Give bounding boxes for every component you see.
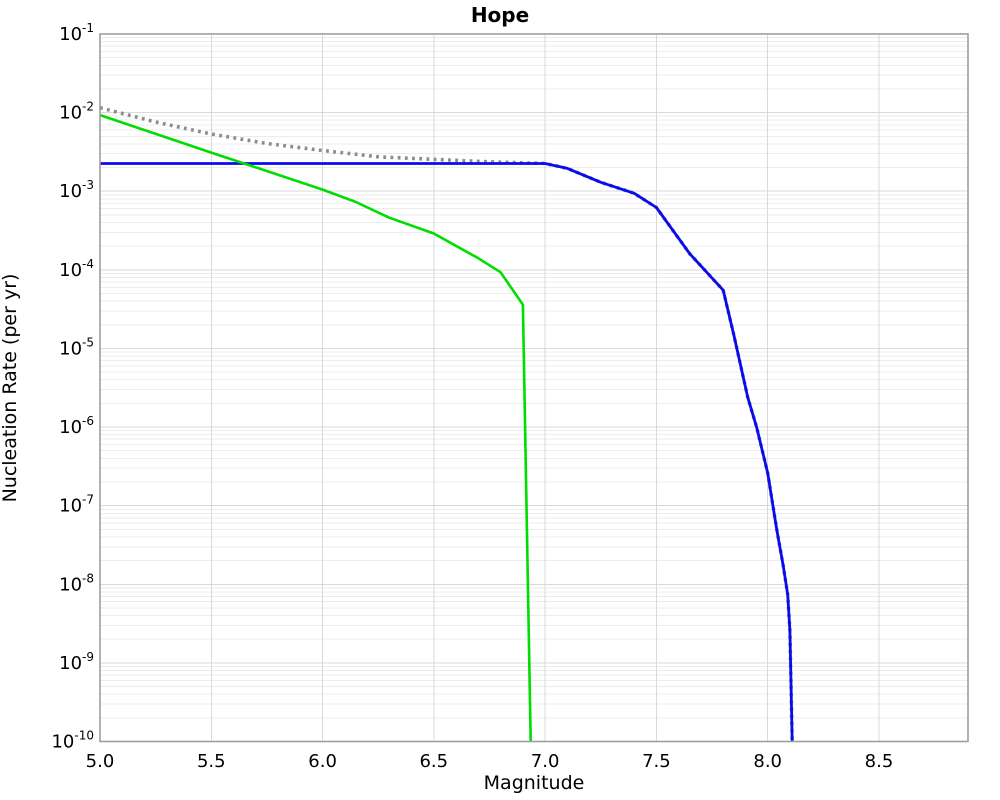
x-tick-label: 5.5 [197,751,226,772]
x-axis-label: Magnitude [484,772,585,794]
y-tick-label: 10-1 [59,21,94,45]
series-total-rate-gray-dotted [99,105,794,742]
series-blue-solid [100,162,794,742]
x-tick-label: 6.0 [308,751,337,772]
plot-frame [99,33,969,743]
y-axis-tick-labels: 10-1 10-2 10-3 10-4 10-5 10-6 10-7 10-8 10-9 10-1… [51,21,94,753]
y-tick-label: 10-6 [59,414,94,438]
x-tick-label: 7.0 [531,751,560,772]
grid-major-x [210,34,880,742]
x-tick-label: 6.5 [419,751,448,772]
x-tick-label: 8.5 [865,751,894,772]
y-tick-label: 10-9 [59,650,94,674]
x-tick-label: 8.0 [753,751,782,772]
x-tick-label: 5.0 [86,751,115,772]
y-tick-label: 10-4 [59,257,94,281]
y-tick-label: 10-8 [59,571,94,595]
grid-minor-y [100,37,968,719]
series-green-solid [99,113,532,742]
chart-title: Hope [471,3,529,27]
y-tick-label: 10-10 [51,729,94,753]
y-tick-label: 10-7 [59,493,94,517]
x-tick-label: 7.5 [642,751,671,772]
x-axis-tick-labels: 5.0 5.5 6.0 6.5 7.0 7.5 8.0 8.5 [86,751,894,772]
y-tick-label: 10-5 [59,335,94,359]
y-tick-label: 10-3 [59,178,94,202]
y-axis-label: Nucleation Rate (per yr) [0,274,21,503]
y-tick-label: 10-2 [59,100,94,124]
